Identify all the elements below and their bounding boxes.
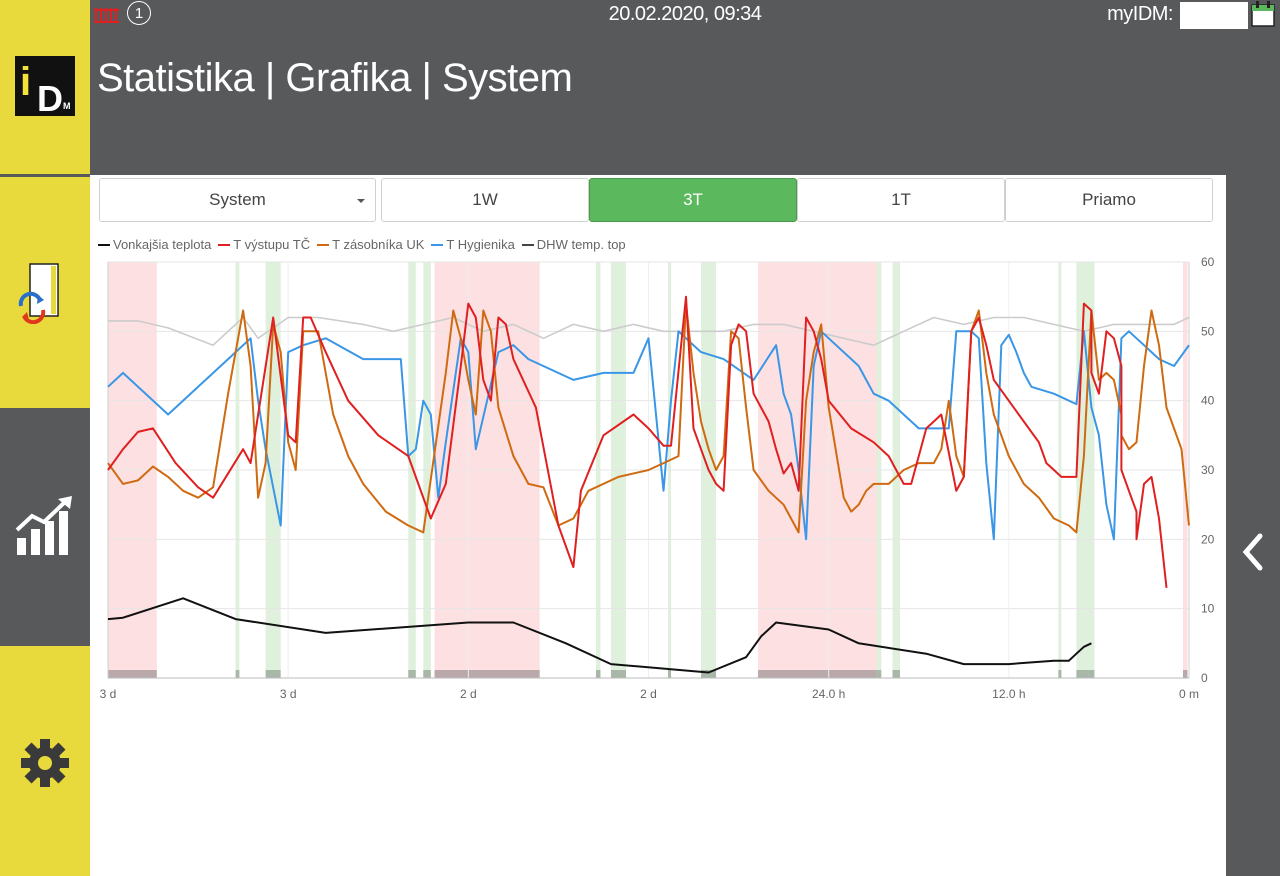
y-tick-label: 10: [1201, 602, 1215, 616]
sidebar-item-statistics[interactable]: [0, 411, 90, 643]
pink-band-marker: [758, 670, 882, 678]
legend-label: T zásobníka UK: [332, 237, 425, 252]
y-tick-label: 40: [1201, 394, 1215, 408]
system-icon: [18, 263, 59, 324]
green-band-marker: [1058, 670, 1062, 678]
chart-icon: [15, 496, 72, 555]
legend-label: T Hygienika: [446, 237, 515, 252]
sidebar-item-settings[interactable]: [0, 646, 90, 876]
user-label: myIDM:: [1107, 3, 1173, 25]
pink-band-marker: [108, 670, 157, 678]
legend-label: DHW temp. top: [536, 237, 626, 252]
green-band-marker: [892, 670, 900, 678]
notification-count: 1: [134, 4, 144, 22]
green-band-marker: [408, 670, 416, 678]
x-tick-label: 2 d: [460, 687, 477, 701]
range-label: 1T: [891, 190, 911, 209]
x-tick-label: 24.0 h: [812, 687, 845, 701]
system-select-value: System: [209, 190, 266, 209]
outdoor-temp-series: [107, 597, 1092, 674]
page-title: Statistika | Grafika | System: [97, 56, 573, 100]
x-tick-label: 2 d: [640, 687, 657, 701]
range-label: Priamo: [1082, 190, 1136, 209]
legend-item[interactable]: T zásobníka UK: [317, 237, 424, 252]
temperature-chart: 0 10 20 30 40 50 60 3 d 3 d 2 d 2 d 24.0 h 12.0 h 0 m: [100, 255, 1215, 701]
green-band-marker: [265, 670, 281, 678]
notification-badge[interactable]: 1: [127, 1, 151, 25]
pink-band-marker: [434, 670, 540, 678]
legend-item[interactable]: T výstupu TČ: [218, 237, 310, 252]
chart-legend: Vonkajšia teplota T výstupu TČ T zásobní…: [98, 237, 626, 252]
buffer-temp-series: [107, 302, 1190, 534]
green-band-marker: [235, 670, 240, 678]
datetime: 20.02.2020, 09:34: [608, 3, 762, 25]
x-tick-label: 12.0 h: [992, 687, 1025, 701]
y-tick-label: 20: [1201, 532, 1215, 546]
gear-icon: [21, 739, 69, 787]
range-button-1t[interactable]: 1T: [797, 178, 1005, 222]
legend-item[interactable]: Vonkajšia teplota: [98, 237, 211, 252]
heatpump-output-series: [107, 295, 1168, 589]
green-band-marker: [668, 670, 672, 678]
legend-item[interactable]: DHW temp. top: [521, 237, 626, 252]
dhw-top-series: [108, 316, 1190, 346]
y-tick-label: 0: [1201, 671, 1208, 685]
range-button-1w[interactable]: 1W: [381, 178, 589, 222]
statistics-panel: System 1W 3T 1T Priamo Vonkajšia teplota…: [90, 175, 1226, 876]
legend-label: Vonkajšia teplota: [113, 237, 212, 252]
top-bar: 1 20.02.2020, 09:34 myIDM:: [90, 0, 1280, 30]
sidebar-item-system[interactable]: [0, 177, 90, 408]
x-tick-label: 3 d: [280, 687, 297, 701]
green-band-marker: [876, 670, 882, 678]
range-button-3t[interactable]: 3T: [589, 178, 797, 222]
range-label: 1W: [472, 190, 498, 209]
x-tick-label: 0 m: [1179, 687, 1199, 701]
range-label: 3T: [683, 190, 703, 209]
hygienic-temp-series: [107, 330, 1190, 541]
y-tick-label: 60: [1201, 255, 1215, 269]
pink-band-marker: [1182, 670, 1188, 678]
system-select[interactable]: System: [99, 178, 376, 222]
calendar-icon[interactable]: [1250, 0, 1276, 28]
green-band-marker: [610, 670, 626, 678]
legend-label: T výstupu TČ: [233, 237, 311, 252]
green-band-marker: [1076, 670, 1092, 678]
green-band-marker: [701, 670, 717, 678]
radiator-icon[interactable]: [93, 2, 123, 26]
user-name-redacted: [1180, 2, 1248, 29]
green-band-marker: [1088, 670, 1095, 678]
chevron-left-icon[interactable]: [1238, 530, 1268, 574]
green-band-marker: [595, 670, 601, 678]
legend-item[interactable]: T Hygienika: [431, 237, 515, 252]
x-tick-label: 3 d: [100, 687, 117, 701]
green-band-marker: [423, 670, 431, 678]
range-button-live[interactable]: Priamo: [1005, 178, 1213, 222]
y-tick-label: 30: [1201, 463, 1215, 477]
caret-down-icon: [357, 199, 365, 203]
y-tick-label: 50: [1201, 324, 1215, 338]
